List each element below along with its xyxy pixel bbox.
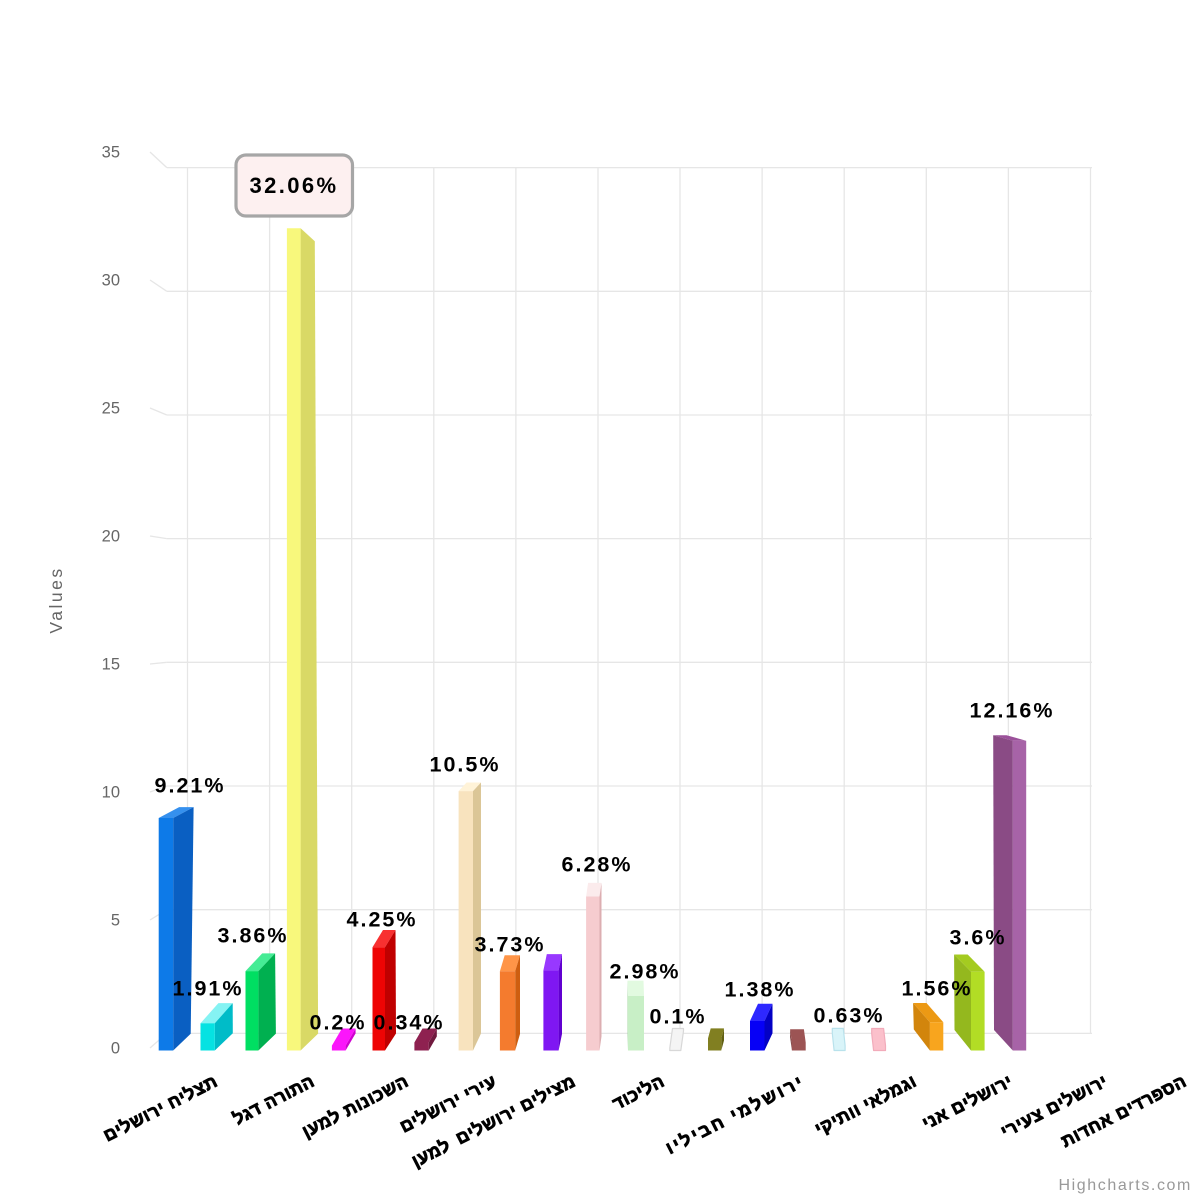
svg-text:3.6%: 3.6% xyxy=(949,926,1006,950)
svg-text:6.28%: 6.28% xyxy=(562,853,633,877)
svg-text:1.56%: 1.56% xyxy=(902,977,973,1001)
svg-text:0.34%: 0.34% xyxy=(374,1011,445,1035)
svg-text:15: 15 xyxy=(102,656,120,674)
svg-text:4.25%: 4.25% xyxy=(347,908,418,932)
svg-text:0.1%: 0.1% xyxy=(649,1005,706,1029)
svg-text:3.73%: 3.73% xyxy=(475,933,546,957)
svg-text:12.16%: 12.16% xyxy=(970,699,1055,723)
svg-text:32.06%: 32.06% xyxy=(249,173,338,198)
svg-text:0.2%: 0.2% xyxy=(309,1011,366,1035)
svg-text:30: 30 xyxy=(102,272,120,290)
svg-text:2.98%: 2.98% xyxy=(610,960,681,984)
svg-text:0.63%: 0.63% xyxy=(814,1004,885,1028)
svg-text:10: 10 xyxy=(102,784,120,802)
svg-text:9.21%: 9.21% xyxy=(155,774,226,798)
svg-text:Highcharts.com: Highcharts.com xyxy=(1058,1177,1192,1194)
svg-text:35: 35 xyxy=(102,144,120,162)
svg-text:3.86%: 3.86% xyxy=(218,924,289,948)
svg-text:Values: Values xyxy=(46,566,66,633)
svg-text:1.38%: 1.38% xyxy=(725,978,796,1002)
svg-text:20: 20 xyxy=(102,528,120,546)
svg-text:1.91%: 1.91% xyxy=(173,977,244,1001)
svg-text:5: 5 xyxy=(111,912,120,930)
svg-text:10.5%: 10.5% xyxy=(430,753,501,777)
svg-text:25: 25 xyxy=(102,400,120,418)
svg-text:0: 0 xyxy=(111,1040,120,1058)
